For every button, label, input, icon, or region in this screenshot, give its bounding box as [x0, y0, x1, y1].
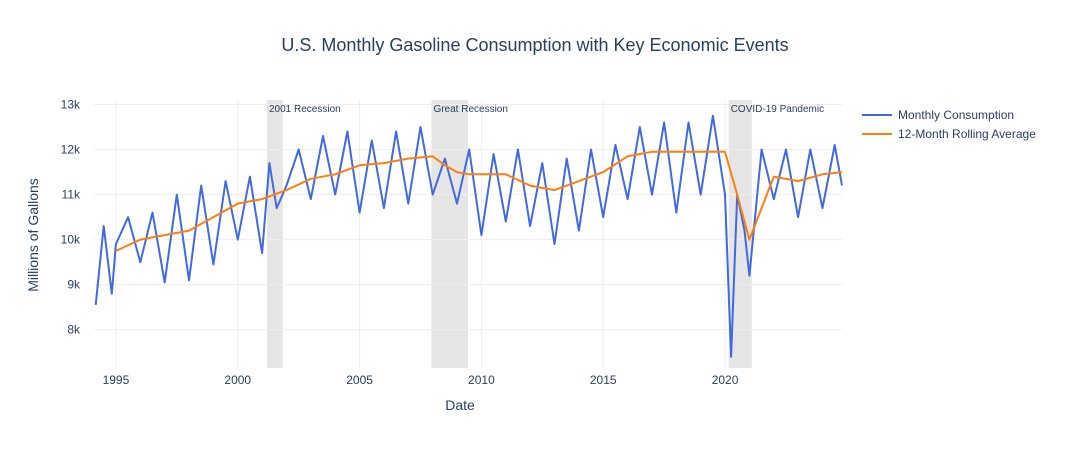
x-tick-label-1: 2000: [224, 373, 251, 387]
y-tick-label-0: 8k: [67, 323, 81, 337]
event-band-0: [266, 100, 283, 368]
event-label-layer: 2001 Recession Great Recession COVID-19 Pa…: [269, 104, 824, 115]
y-tick-label-2: 10k: [61, 233, 81, 247]
y-tick-label-1: 9k: [67, 278, 81, 292]
event-shading-layer: [266, 100, 752, 368]
legend-label-1: 12-Month Rolling Average: [898, 127, 1036, 141]
legend-item-1[interactable]: 12-Month Rolling Average: [862, 127, 1036, 141]
legend[interactable]: Monthly Consumption 12-Month Rolling Aver…: [862, 108, 1036, 141]
event-label-1: Great Recession: [433, 104, 507, 115]
y-axis-title: Millions of Gallons: [25, 178, 41, 292]
x-tick-label-5: 2020: [712, 373, 739, 387]
series-line-0: [94, 114, 843, 358]
x-tick-label-0: 1995: [103, 373, 130, 387]
x-tick-label-4: 2015: [590, 373, 617, 387]
tick-layer: 1995 2000 2005 2010 2015 2020 8k 9k 10k 11k 12k 13k: [61, 98, 739, 387]
event-band-1: [431, 100, 468, 368]
legend-item-0[interactable]: Monthly Consumption: [862, 108, 1014, 122]
legend-label-0: Monthly Consumption: [898, 108, 1014, 122]
x-axis-title: Date: [445, 397, 475, 413]
x-tick-label-3: 2010: [468, 373, 495, 387]
y-tick-label-5: 13k: [61, 98, 81, 112]
y-tick-label-4: 12k: [61, 143, 81, 157]
event-band-2: [728, 100, 752, 368]
chart-title: U.S. Monthly Gasoline Consumption with K…: [281, 35, 788, 55]
event-label-2: COVID-19 Pandemic: [731, 104, 824, 115]
y-tick-label-3: 11k: [62, 188, 81, 202]
series-layer: [94, 114, 843, 358]
series-line-1: [115, 150, 843, 252]
x-tick-label-2: 2005: [346, 373, 373, 387]
event-label-0: 2001 Recession: [269, 104, 341, 115]
